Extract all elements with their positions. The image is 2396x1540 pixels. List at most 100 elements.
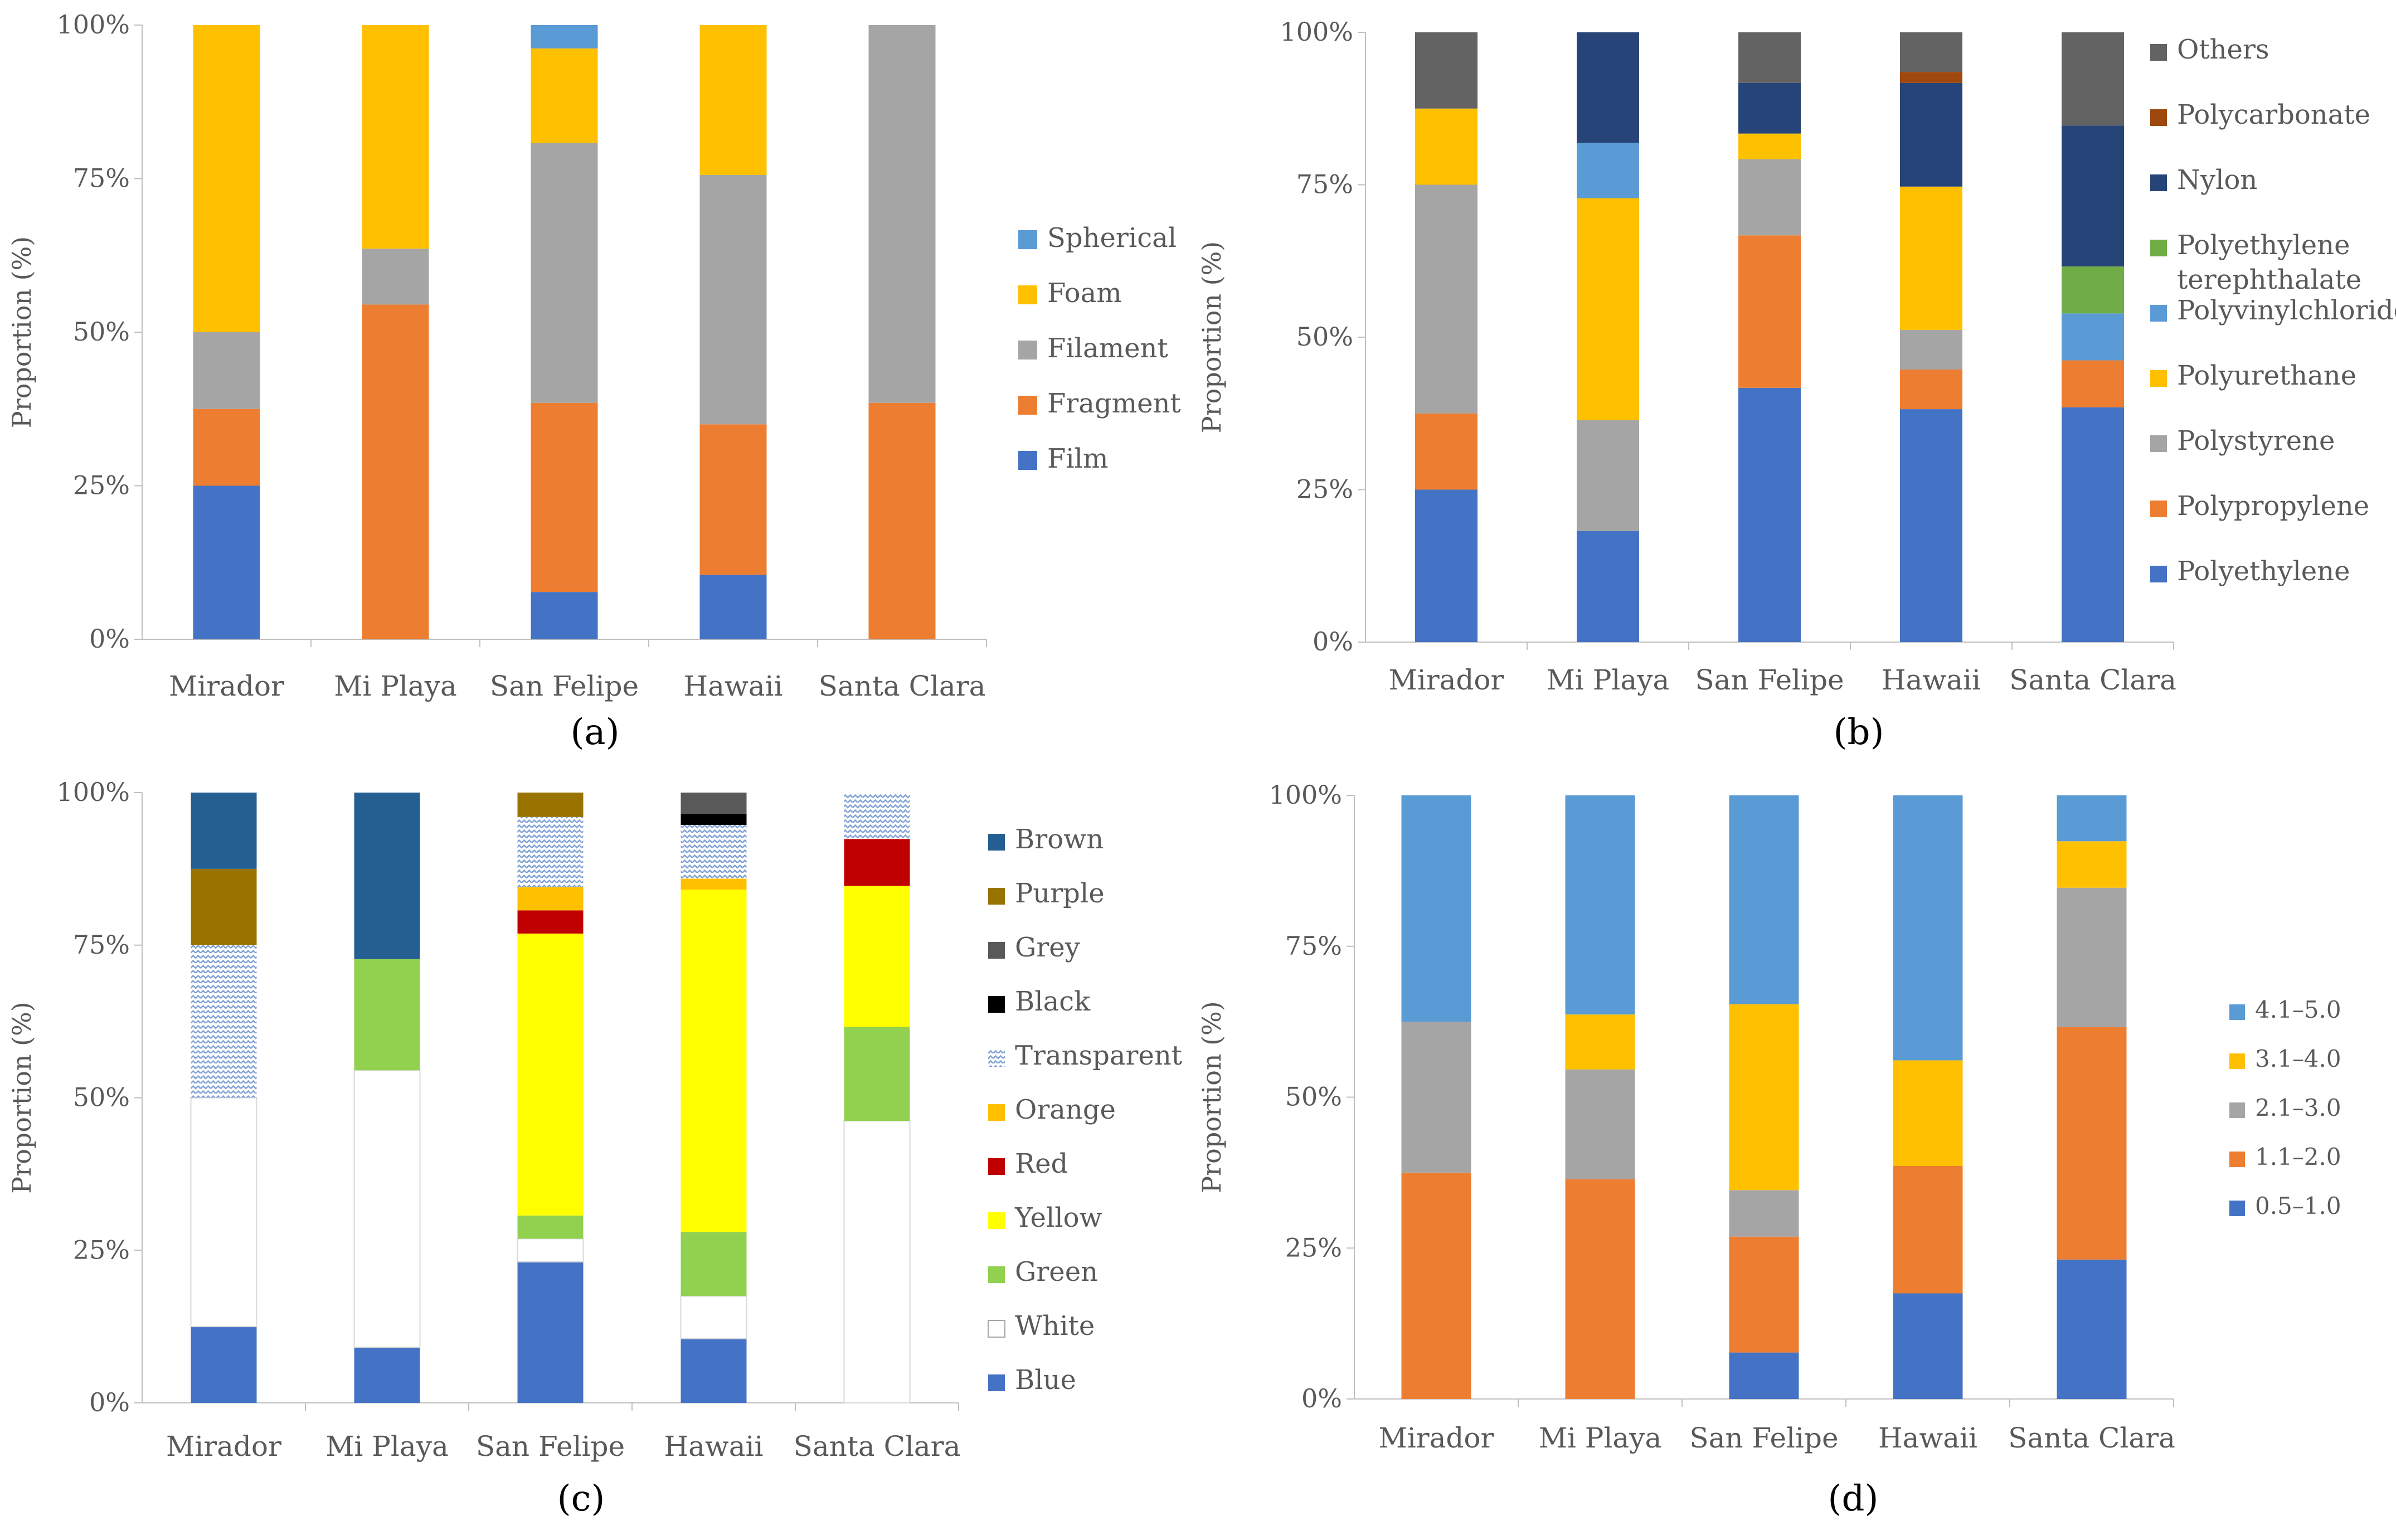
legend-swatch-others [2150,44,2167,61]
bar-san-felipe-polystyrene [1738,159,1801,236]
bar-hawaii-grey [681,793,747,814]
category-label-mirador: Mirador [166,1430,281,1463]
category-label-san-felipe: San Felipe [1695,664,1844,696]
bar-mi-playa-fragment [362,304,429,639]
legend-label-nylon: Nylon [2177,164,2257,196]
bar-mirador-filament [193,332,260,409]
y-tick-label: 75% [73,930,130,960]
bar-san-felipe-blue [517,1262,584,1403]
category-label-hawaii: Hawaii [664,1430,763,1463]
bar-hawaii-film [699,575,767,639]
legend-swatch-grey [988,942,1005,959]
category-label-santa-clara: Santa Clara [2009,664,2176,696]
panel-label: (b) [1834,712,1884,753]
bar-santa-clara-transparent [844,793,910,839]
bar-mirador-polyethylene [1415,489,1478,642]
bar-hawaii-nylon [1900,82,1962,187]
bar-san-felipe-white [517,1238,584,1263]
bar-san-felipe-orange [517,887,584,911]
category-label-mi-playa: Mi Playa [334,670,457,702]
y-tick-label: 0% [89,1387,130,1417]
bar-hawaii-4-1-5-0 [1893,795,1963,1061]
legend-label-others: Others [2177,34,2269,65]
bar-santa-clara-nylon [2062,125,2124,267]
category-label-san-felipe: San Felipe [490,670,639,702]
bar-mirador-fragment [193,409,260,486]
y-tick-label: 100% [1269,780,1342,810]
bar-santa-clara-others [2062,32,2124,126]
legend-swatch-polyurethane [2150,370,2167,387]
bar-mirador-polypropylene [1415,413,1478,490]
legend-label-blue: Blue [1015,1364,1076,1396]
legend-label-polyurethane: Polyurethane [2177,360,2356,391]
chart-panel-a: 0% 25% 50% 75% 100% Proportion (%) Mirador Mi P… [7,9,1181,753]
bar-san-felipe-2-1-3-0 [1729,1190,1799,1237]
bar-santa-clara-yellow [844,886,910,1027]
bar-hawaii-white [680,1295,747,1340]
bar-mirador-white [190,1097,257,1328]
bar-mi-playa-2-1-3-0 [1565,1069,1635,1179]
legend-swatch-2-1-3-0 [2229,1102,2245,1118]
bar-hawaii-others [1900,32,1962,72]
bar-hawaii-yellow [681,890,747,1232]
legend-label-grey: Grey [1015,932,1080,963]
legend-label-white: White [1015,1310,1095,1342]
bar-san-felipe-polyethylene [1738,387,1801,642]
bar-san-felipe-film [531,592,598,639]
legend-swatch-yellow [988,1212,1005,1229]
panel-label: (c) [557,1478,605,1519]
chart-panel-d: 0% 25% 50% 75% 100% Proportion (%) Mirador Mi P… [1197,780,2341,1519]
bar-hawaii-polystyrene [1900,329,1962,370]
bar-santa-clara-green [844,1027,910,1121]
bar-hawaii-polycarbonate [1900,72,1962,83]
bar-san-felipe-foam [531,48,598,143]
y-axis-label: Proportion (%) [1197,1001,1227,1193]
y-axis-label: Proportion (%) [7,236,37,429]
bar-san-felipe-1-1-2-0 [1729,1236,1799,1353]
legend-swatch-polyethylene-terephthalate [2150,240,2167,256]
category-label-hawaii: Hawaii [1882,664,1981,696]
chart-panel-b: 0% 25% 50% 75% 100% Proportion (%) Mirador Mi P… [1197,17,2396,753]
bar-san-felipe-filament [531,143,598,403]
legend-swatch-polycarbonate [2150,109,2167,126]
bar-mirador-blue [191,1327,257,1403]
category-label-mi-playa: Mi Playa [1547,664,1670,696]
y-tick-label: 50% [1296,322,1353,352]
y-tick-label: 0% [1301,1383,1342,1413]
bar-san-felipe-3-1-4-0 [1729,1004,1799,1191]
y-tick-label: 75% [1285,931,1342,961]
bar-mi-playa-polyethylene [1577,531,1639,642]
legend-label-black: Black [1015,986,1091,1017]
bar-mi-playa-filament [362,249,429,305]
legend-swatch-foam [1018,285,1037,304]
legend-label-polyethylene: Polyethylene [2177,556,2350,587]
legend-swatch-fragment [1018,396,1037,415]
bar-mi-playa-3-1-4-0 [1565,1014,1635,1070]
legend-swatch-transparent [988,1050,1005,1067]
category-label-mirador: Mirador [169,670,284,702]
bar-san-felipe-transparent [517,817,584,887]
legend-label-0-5-1-0: 0.5–1.0 [2255,1192,2341,1220]
legend-swatch-filament [1018,341,1037,360]
bar-hawaii-1-1-2-0 [1893,1165,1963,1294]
legend-swatch-polypropylene [2150,501,2167,517]
legend-label-film: Film [1047,443,1109,474]
bar-santa-clara-white [843,1120,911,1403]
bar-santa-clara-polypropylene [2062,360,2124,407]
bar-san-felipe-polyurethane [1738,133,1801,159]
legend-swatch-nylon [2150,174,2167,191]
bar-san-felipe-green [517,1215,584,1239]
legend-swatch-brown [988,834,1005,851]
legend-label-2-1-3-0: 2.1–3.0 [2255,1094,2341,1121]
legend-swatch-0-5-1-0 [2229,1201,2245,1216]
legend-swatch-spherical [1018,230,1037,249]
bar-mi-playa-polyvinylchloride [1577,143,1639,198]
category-label-mirador: Mirador [1389,664,1504,696]
bar-mirador-foam [193,25,260,332]
bar-santa-clara-4-1-5-0 [2057,795,2127,842]
y-tick-label: 100% [56,777,130,807]
bar-hawaii-filament [699,174,767,425]
legend-label-polyethylene-terephthalate: Polyethylene terephthalate [2177,230,2361,295]
bar-hawaii-transparent [681,825,747,879]
